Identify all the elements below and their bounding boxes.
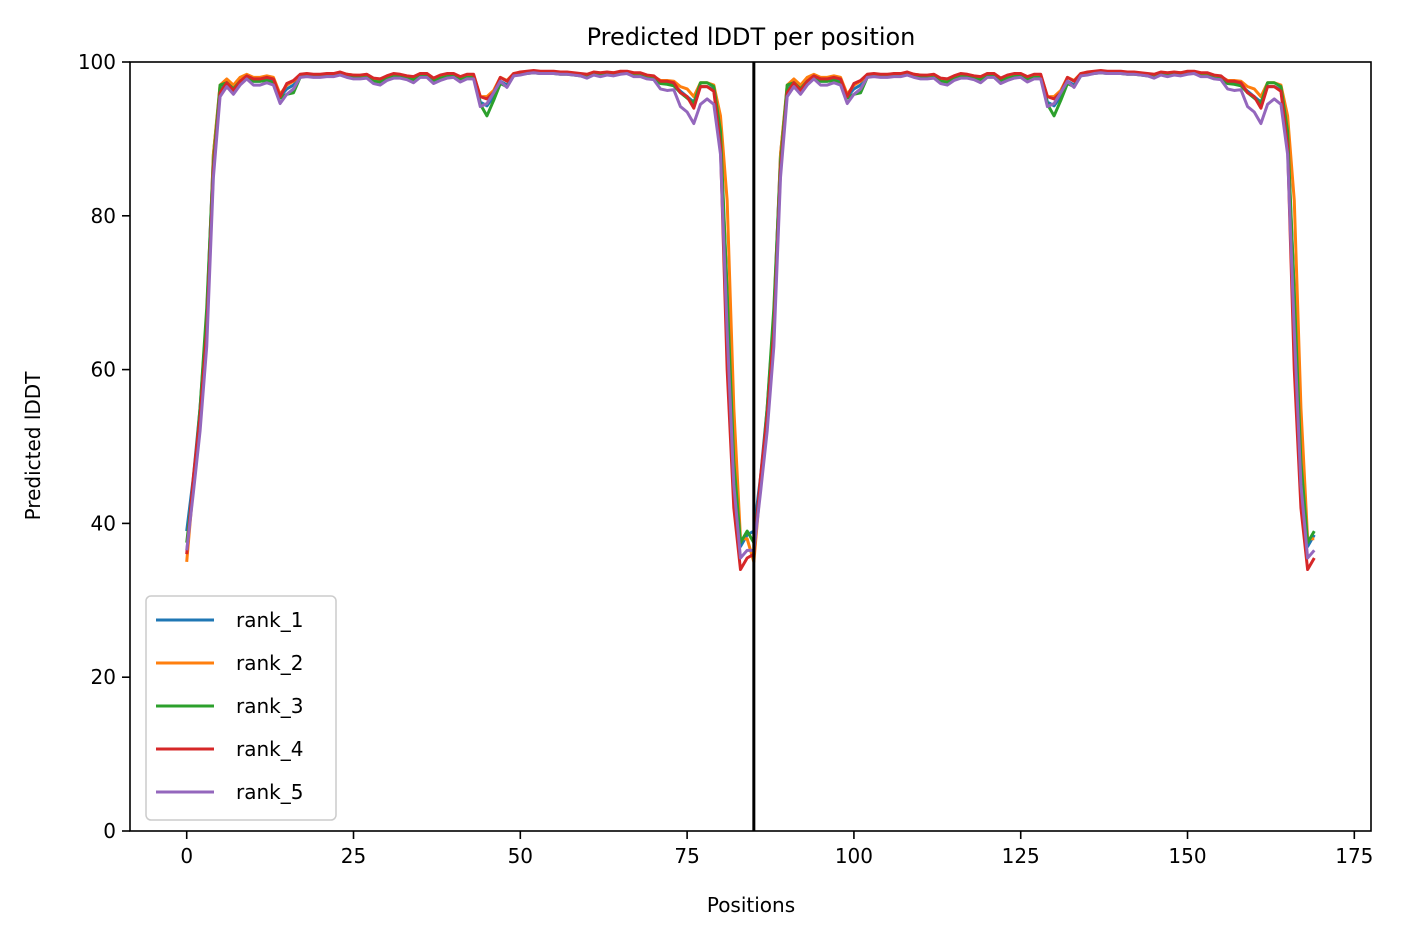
legend-label-rank_1: rank_1 (236, 608, 303, 632)
y-tick-label: 100 (78, 50, 116, 74)
x-tick-label: 50 (508, 844, 533, 868)
y-tick-label: 80 (91, 204, 116, 228)
y-tick-label: 20 (91, 665, 116, 689)
x-axis-label: Positions (707, 893, 795, 917)
x-tick-label: 75 (674, 844, 699, 868)
y-axis-label: Predicted lDDT (21, 371, 45, 521)
x-axis-ticks: 0 25 50 75 100 125 150 175 (180, 831, 1373, 868)
legend-label-rank_5: rank_5 (236, 780, 303, 804)
chart-title: Predicted lDDT per position (587, 23, 916, 51)
legend-label-rank_2: rank_2 (236, 651, 303, 675)
x-tick-label: 175 (1335, 844, 1373, 868)
y-tick-label: 60 (91, 358, 116, 382)
y-tick-label: 40 (91, 511, 116, 535)
legend: rank_1 rank_2 rank_3 rank_4 rank_5 (145, 595, 337, 821)
legend-box (145, 595, 337, 821)
legend-label-rank_4: rank_4 (236, 737, 303, 761)
y-tick-label: 0 (103, 819, 116, 843)
x-tick-label: 150 (1168, 844, 1206, 868)
series-lines (185, 68, 1316, 572)
legend-label-rank_3: rank_3 (236, 694, 303, 718)
series-line-rank_5 (185, 71, 1316, 560)
x-tick-label: 0 (180, 844, 193, 868)
y-axis-ticks: 0 20 40 60 80 100 (78, 50, 130, 843)
x-tick-label: 125 (1002, 844, 1040, 868)
x-tick-label: 25 (341, 844, 366, 868)
x-tick-label: 100 (835, 844, 873, 868)
plot-frame (129, 61, 1372, 832)
series-line-rank_4 (185, 68, 1316, 572)
